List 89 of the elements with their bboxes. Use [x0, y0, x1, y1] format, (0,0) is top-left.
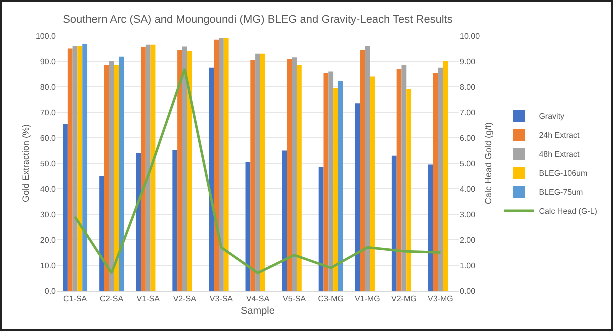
y-axis-title: Gold Extraction (%): [21, 124, 31, 203]
bar: [370, 76, 375, 291]
bar: [250, 60, 256, 291]
bar: [246, 162, 251, 291]
bar: [104, 65, 110, 291]
bar: [392, 156, 397, 291]
bar: [406, 90, 412, 291]
bar: [82, 44, 88, 291]
bar: [318, 167, 324, 291]
bar: [119, 56, 124, 291]
bar: [292, 58, 297, 291]
y-tick-label: 0.0: [44, 286, 57, 296]
y-tick-label: 30.0: [40, 210, 57, 220]
line-series: [74, 68, 442, 274]
y2-tick-label: 8.00: [460, 82, 476, 92]
bar: [443, 62, 448, 291]
y-tick-label: 10.0: [40, 261, 57, 270]
y2-tick-label: 3.00: [460, 210, 476, 220]
y2-tick-label: 10.00: [460, 32, 481, 41]
bar: [282, 150, 288, 291]
x-tick-label: V4-SA: [246, 294, 270, 304]
y2-tick-label: 0.00: [460, 286, 476, 296]
y-tick-label: 90.0: [40, 57, 57, 66]
y2-tick-label: 7.00: [460, 108, 476, 118]
y2-tick-label: 6.00: [460, 134, 476, 143]
bar: [78, 46, 83, 291]
x-tick-label: V1-SA: [136, 294, 161, 304]
y2-axis-title: Calc Head Gold (g/t): [484, 122, 494, 205]
y2-tick-label: 2.00: [460, 236, 476, 245]
bar: [109, 62, 114, 291]
x-tick-label: V5-SA: [282, 294, 307, 304]
bar: [68, 48, 73, 291]
bar: [365, 46, 370, 291]
bar: [334, 88, 338, 291]
x-tick-label: V3-MG: [428, 294, 454, 304]
bar: [178, 50, 182, 291]
bar: [260, 54, 266, 291]
bar: [287, 58, 292, 291]
bar: [224, 38, 229, 291]
x-tick-label: C2-SA: [100, 294, 124, 304]
x-tick-label: V2-MG: [392, 294, 417, 304]
y2-tick-label: 1.00: [460, 261, 476, 270]
bar: [146, 44, 151, 291]
chart-title: Southern Arc (SA) and Moungoundi (MG) BLEG and Gravity-Leach Test Results: [63, 14, 454, 26]
y2-tick-label: 9.00: [460, 57, 476, 66]
y-tick-label: 100.0: [36, 32, 57, 41]
legend-label: Calc Head (G-L): [539, 207, 598, 216]
bar: [209, 68, 214, 291]
bar: [214, 40, 220, 291]
y-tick-label: 40.0: [40, 184, 57, 194]
bar: [396, 69, 402, 291]
x-tick-label: V3-SA: [210, 294, 234, 304]
bar: [256, 54, 260, 291]
bar: [187, 51, 192, 291]
bar: [438, 68, 444, 291]
bar: [355, 104, 360, 291]
y-tick-label: 60.0: [40, 134, 57, 143]
bar: [72, 46, 78, 291]
bar: [360, 50, 366, 291]
y-tick-label: 50.0: [40, 159, 57, 168]
legend-label: Gravity: [539, 112, 565, 122]
bar: [182, 46, 188, 291]
y2-tick-label: 5.00: [460, 159, 476, 168]
bar: [328, 72, 334, 291]
bar: [172, 150, 178, 291]
bar: [428, 164, 434, 291]
bar: [100, 176, 104, 291]
bar: [141, 47, 146, 291]
bar: [338, 81, 344, 291]
legend-label: BLEG-75um: [539, 188, 584, 198]
y-tick-label: 80.0: [40, 82, 57, 92]
bar: [63, 124, 68, 291]
y-tick-label: 20.0: [40, 236, 57, 245]
legend-label: 24h Extract: [539, 131, 580, 140]
bar: [433, 72, 438, 291]
y-tick-label: 70.0: [40, 108, 57, 118]
x-axis-title: Sample: [241, 306, 276, 318]
bar: [219, 38, 224, 291]
x-tick-label: C3-MG: [318, 294, 344, 304]
bar: [402, 65, 407, 291]
legend-label: 48h Extract: [539, 150, 580, 160]
bar: [136, 153, 142, 291]
y2-tick-label: 4.00: [460, 184, 476, 194]
bar: [324, 72, 329, 291]
bar: [296, 65, 302, 291]
x-tick-label: C1-SA: [63, 294, 88, 304]
x-tick-label: V1-MG: [354, 294, 380, 304]
legend-label: BLEG-106um: [539, 169, 588, 178]
x-tick-label: V2-SA: [173, 294, 198, 304]
